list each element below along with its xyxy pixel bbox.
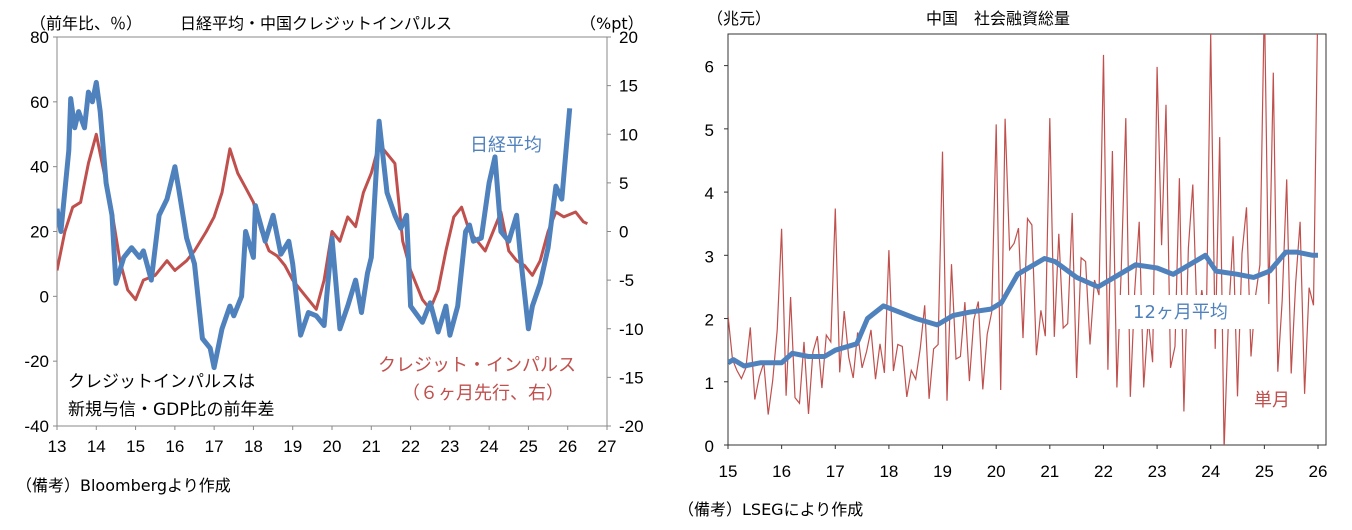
x-tick-label: 24 xyxy=(1201,462,1220,481)
left-y-tick-label: 40 xyxy=(30,158,49,177)
y-tick-label: 3 xyxy=(705,247,714,266)
x-tick-label: 13 xyxy=(48,437,67,456)
credit-impulse-sublabel: （６ヶ月先行、右） xyxy=(402,383,564,404)
left-y-tick-label: -40 xyxy=(24,417,49,436)
avg-label-bg xyxy=(1118,295,1258,329)
x-tick-label: 20 xyxy=(987,462,1006,481)
nikkei-label: 日経平均 xyxy=(470,135,542,156)
x-tick-label: 21 xyxy=(362,437,381,456)
x-tick-label: 19 xyxy=(283,437,302,456)
right-y-tick-label: -15 xyxy=(619,368,644,387)
right-y-tick-label: 20 xyxy=(619,28,638,47)
x-tick-label: 26 xyxy=(558,437,577,456)
single-month-line xyxy=(728,34,1318,445)
x-tick-label: 22 xyxy=(1094,462,1113,481)
y-tick-label: 1 xyxy=(705,374,714,393)
x-tick-label: 27 xyxy=(598,437,617,456)
x-tick-label: 17 xyxy=(826,462,845,481)
right-chart-title: 中国 社会融資総量 xyxy=(926,9,1070,28)
single-label-bg xyxy=(1250,384,1298,412)
left-chart: （前年比、％） 日経平均・中国クレジットインパルス （%pt） 80 60 40 20… xyxy=(16,14,644,495)
single-month-label: 単月 xyxy=(1254,390,1290,411)
left-y-tick-label: 0 xyxy=(40,287,49,306)
x-tick-label: 17 xyxy=(205,437,224,456)
x-tick-label: 18 xyxy=(879,462,898,481)
right-y-tick-label: 10 xyxy=(619,125,638,144)
x-tick-label: 25 xyxy=(519,437,538,456)
x-tick-label: 26 xyxy=(1309,462,1328,481)
right-y-tick-label: 5 xyxy=(619,174,628,193)
credit-impulse-line xyxy=(57,132,589,311)
y-tick-label: 4 xyxy=(705,184,714,203)
moving-average-line xyxy=(728,249,1318,369)
note-line-1: クレジットインパルスは xyxy=(68,372,255,392)
y-tick-label: 5 xyxy=(705,121,714,140)
right-y-label: （兆元） xyxy=(707,9,771,28)
x-tick-label: 15 xyxy=(719,462,738,481)
right-y-tick-label: -20 xyxy=(619,417,644,436)
right-y-tick-label: 15 xyxy=(619,77,638,96)
x-tick-label: 21 xyxy=(1040,462,1059,481)
x-tick-label: 24 xyxy=(480,437,499,456)
left-y-tick-label: 80 xyxy=(30,28,49,47)
avg-label: 12ヶ月平均 xyxy=(1133,302,1228,323)
y-tick-label: 0 xyxy=(705,437,714,456)
right-y-tick-label: -10 xyxy=(619,320,644,339)
x-tick-label: 23 xyxy=(440,437,459,456)
x-tick-label: 18 xyxy=(244,437,263,456)
left-y-label: （前年比、％） xyxy=(30,14,142,33)
nikkei-line xyxy=(57,79,573,371)
x-tick-label: 25 xyxy=(1255,462,1274,481)
y-tick-label: 6 xyxy=(705,58,714,77)
right-source-note: （備考）LSEGにより作成 xyxy=(678,500,863,519)
left-chart-title: 日経平均・中国クレジットインパルス xyxy=(180,14,452,33)
x-tick-label: 22 xyxy=(401,437,420,456)
left-y2-label: （%pt） xyxy=(580,14,644,33)
left-y-tick-label: 60 xyxy=(30,93,49,112)
x-tick-label: 15 xyxy=(126,437,145,456)
x-tick-label: 16 xyxy=(772,462,791,481)
y-tick-label: 2 xyxy=(705,311,714,330)
left-y-tick-label: -20 xyxy=(24,352,49,371)
credit-impulse-label: クレジット・インパルス xyxy=(378,355,576,376)
right-y-tick-label: -5 xyxy=(619,271,634,290)
x-tick-label: 23 xyxy=(1148,462,1167,481)
x-tick-label: 16 xyxy=(165,437,184,456)
left-y-tick-label: 20 xyxy=(30,223,49,242)
right-y-tick-label: 0 xyxy=(619,223,628,242)
x-tick-label: 20 xyxy=(323,437,342,456)
x-tick-label: 19 xyxy=(933,462,952,481)
note-line-2: 新規与信・GDP比の前年差 xyxy=(68,400,275,420)
right-plot-frame xyxy=(727,33,1327,446)
x-tick-label: 14 xyxy=(87,437,106,456)
left-source-note: （備考）Bloombergより作成 xyxy=(16,476,231,495)
